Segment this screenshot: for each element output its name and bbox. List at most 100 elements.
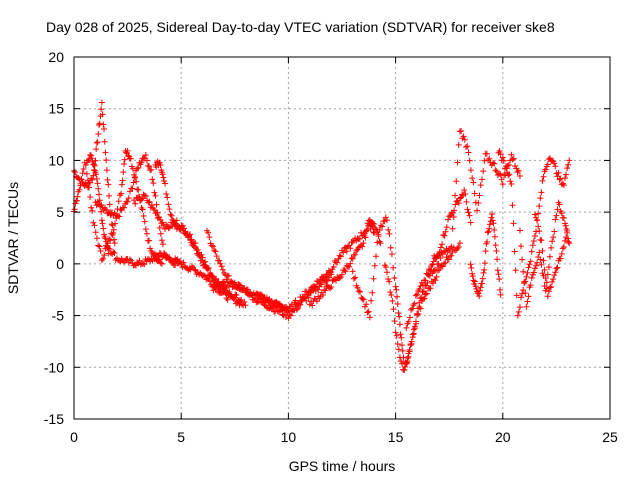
data-point: [141, 192, 148, 199]
data-point: [453, 178, 460, 185]
y-tick-label: 15: [48, 101, 64, 117]
data-point: [106, 246, 113, 253]
data-point: [496, 148, 503, 155]
data-point: [147, 245, 154, 252]
data-point: [93, 175, 100, 182]
data-point: [205, 229, 212, 236]
data-point: [410, 326, 417, 333]
data-point: [104, 242, 111, 249]
data-point: [125, 152, 132, 159]
data-point: [98, 99, 105, 106]
data-point: [421, 295, 428, 302]
data-point: [173, 217, 180, 224]
data-point: [525, 264, 532, 271]
data-point: [370, 275, 377, 282]
data-point: [375, 231, 382, 238]
data-point: [109, 231, 116, 238]
data-point: [198, 257, 205, 264]
data-point: [293, 306, 300, 313]
data-point: [476, 192, 483, 199]
data-point: [428, 263, 435, 270]
data-point: [449, 209, 456, 216]
data-point: [535, 223, 542, 230]
data-point: [142, 193, 149, 200]
data-point: [452, 201, 459, 208]
data-point: [468, 264, 475, 271]
data-point: [103, 157, 110, 164]
data-point: [139, 206, 146, 213]
data-point: [89, 207, 96, 214]
data-point: [489, 217, 496, 224]
data-point: [346, 242, 353, 249]
data-point: [305, 294, 312, 301]
data-point: [195, 252, 202, 259]
data-point: [560, 182, 567, 189]
series-sat-track-18: [516, 199, 573, 310]
series-sat-track-16: [467, 211, 504, 300]
data-point: [508, 151, 515, 158]
data-point: [105, 181, 112, 188]
data-point: [515, 308, 522, 315]
data-point: [371, 262, 378, 269]
data-point: [369, 223, 376, 230]
data-point: [141, 261, 148, 268]
data-point: [429, 261, 436, 268]
data-point: [522, 290, 529, 297]
data-point: [199, 254, 206, 261]
data-point: [359, 243, 366, 250]
data-point: [94, 198, 101, 205]
data-point: [390, 264, 397, 271]
data-point: [533, 262, 540, 269]
data-point: [466, 212, 473, 219]
y-tick-label: -5: [52, 308, 65, 324]
data-point: [156, 250, 163, 257]
data-point: [73, 197, 80, 204]
data-point: [403, 324, 410, 331]
data-point: [218, 281, 225, 288]
data-point: [341, 245, 348, 252]
axis-ticks: [73, 56, 611, 420]
data-point: [255, 291, 262, 298]
data-point: [538, 189, 545, 196]
data-point: [157, 259, 164, 266]
data-point: [505, 161, 512, 168]
data-point: [315, 286, 322, 293]
data-point: [405, 318, 412, 325]
data-point: [95, 185, 102, 192]
data-point: [111, 240, 118, 247]
y-tick-label: 5: [56, 204, 64, 220]
data-point: [216, 257, 223, 264]
data-point: [496, 276, 503, 283]
data-point: [103, 206, 110, 213]
data-point: [105, 245, 112, 252]
data-point: [72, 169, 79, 176]
data-point: [148, 202, 155, 209]
chart-title: Day 028 of 2025, Sidereal Day-to-day VTE…: [46, 19, 555, 35]
data-point: [395, 346, 402, 353]
data-point: [465, 209, 472, 216]
data-point: [456, 195, 463, 202]
data-point: [124, 147, 131, 154]
data-point: [396, 313, 403, 320]
data-point: [343, 248, 350, 255]
data-point: [493, 247, 500, 254]
data-point: [509, 202, 516, 209]
data-point: [523, 273, 530, 280]
data-point: [161, 250, 168, 257]
data-point: [462, 190, 469, 197]
data-point: [442, 259, 449, 266]
data-point: [279, 311, 286, 318]
data-point: [146, 237, 153, 244]
data-point: [201, 261, 208, 268]
data-point: [451, 207, 458, 214]
data-point: [509, 156, 516, 163]
data-point: [464, 206, 471, 213]
data-point: [492, 242, 499, 249]
data-point: [437, 244, 444, 251]
data-point: [100, 225, 107, 232]
data-point: [368, 297, 375, 304]
data-point: [531, 265, 538, 272]
data-point: [391, 317, 398, 324]
series-sat-track-13: [381, 240, 463, 374]
